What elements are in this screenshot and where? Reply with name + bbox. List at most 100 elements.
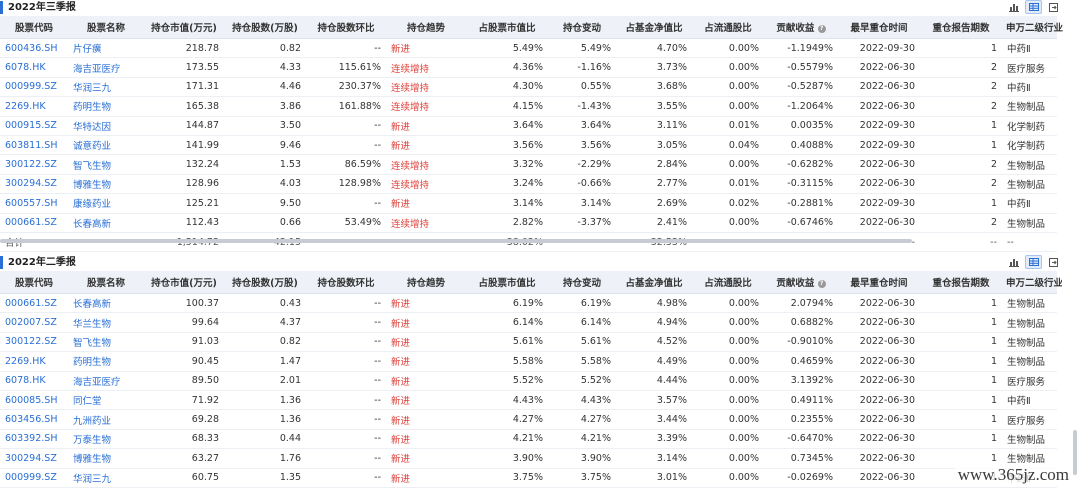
- cell-stock-name[interactable]: 康缘药业: [68, 193, 144, 214]
- column-header-holding-value[interactable]: 持仓市值(万元): [144, 271, 224, 294]
- column-header-shares-qoq[interactable]: 持仓股数环比: [306, 271, 386, 294]
- column-header-contribution[interactable]: 贡献收益 ?: [764, 16, 838, 39]
- cell-stock-name[interactable]: 博雅生物: [68, 448, 144, 469]
- column-header-stock-name[interactable]: 股票名称: [68, 271, 144, 294]
- cell-stock-code[interactable]: 002007.SZ: [0, 312, 68, 333]
- cell-pct-of-stock-value: 4.27%: [466, 409, 548, 430]
- column-header-stock-code[interactable]: 股票代码: [0, 16, 68, 39]
- cell-stock-code[interactable]: 000999.SZ: [0, 468, 68, 488]
- column-header-report-count[interactable]: 重仓报告期数: [920, 271, 1002, 294]
- horizontal-scrollbar[interactable]: [0, 239, 912, 243]
- cell-report-count: 1: [920, 429, 1002, 450]
- cell-stock-code[interactable]: 2269.HK: [0, 351, 68, 372]
- cell-stock-name[interactable]: 万泰生物: [68, 429, 144, 450]
- cell-stock-code[interactable]: 300122.SZ: [0, 332, 68, 353]
- column-header-report-count[interactable]: 重仓报告期数: [920, 16, 1002, 39]
- column-header-shares-qoq[interactable]: 持仓股数环比: [306, 16, 386, 39]
- cell-stock-name[interactable]: 诚意药业: [68, 135, 144, 156]
- cell-holding-shares: 0.82: [224, 38, 306, 59]
- column-header-holding-change[interactable]: 持仓变动: [548, 16, 616, 39]
- cell-pct-of-stock-value: 4.30%: [466, 77, 548, 98]
- column-header-label: 持仓股数(万股): [232, 23, 298, 34]
- cell-stock-name[interactable]: 长春高新: [68, 293, 144, 314]
- column-header-pct-of-nav[interactable]: 占基金净值比: [616, 16, 692, 39]
- cell-shares-qoq: 86.59%: [306, 154, 386, 175]
- cell-stock-name[interactable]: 长春高新: [68, 213, 144, 233]
- column-header-holding-shares[interactable]: 持仓股数(万股): [224, 271, 306, 294]
- column-header-label: 申万二级行业: [1006, 23, 1064, 34]
- cell-shares-qoq: --: [306, 448, 386, 469]
- column-header-pct-of-nav[interactable]: 占基金净值比: [616, 271, 692, 294]
- cell-stock-name[interactable]: 片仔癀: [68, 38, 144, 59]
- bar-chart-icon[interactable]: [1005, 0, 1022, 14]
- cell-stock-name[interactable]: 博雅生物: [68, 174, 144, 195]
- cell-shares-qoq: --: [306, 390, 386, 411]
- column-header-stock-code[interactable]: 股票代码: [0, 271, 68, 294]
- cell-stock-name[interactable]: 华润三九: [68, 468, 144, 488]
- column-header-industry[interactable]: 申万二级行业: [1002, 16, 1063, 39]
- cell-stock-code[interactable]: 300122.SZ: [0, 154, 68, 175]
- cell-pct-of-nav: 4.70%: [616, 38, 692, 59]
- cell-stock-code[interactable]: 000915.SZ: [0, 116, 68, 136]
- cell-stock-name[interactable]: 海吉亚医疗: [68, 57, 144, 78]
- cell-stock-name[interactable]: 九洲药业: [68, 409, 144, 430]
- column-header-holding-change[interactable]: 持仓变动: [548, 271, 616, 294]
- cell-stock-name[interactable]: 海吉亚医疗: [68, 371, 144, 391]
- cell-stock-code[interactable]: 000999.SZ: [0, 77, 68, 98]
- cell-industry: 化学制药: [1002, 135, 1057, 156]
- column-header-industry[interactable]: 申万二级行业: [1002, 271, 1062, 294]
- cell-stock-code[interactable]: 300294.SZ: [0, 174, 68, 195]
- column-header-pct-of-float[interactable]: 占流通股比: [692, 16, 764, 39]
- cell-stock-code[interactable]: 000661.SZ: [0, 293, 68, 314]
- cell-stock-code[interactable]: 603811.SH: [0, 135, 68, 156]
- cell-stock-code[interactable]: 603456.SH: [0, 409, 68, 430]
- column-header-pct-of-float[interactable]: 占流通股比: [692, 271, 764, 294]
- cell-first-heavy-date: 2022-06-30: [838, 390, 920, 411]
- cell-stock-name[interactable]: 智飞生物: [68, 154, 144, 175]
- cell-stock-code[interactable]: 603392.SH: [0, 429, 68, 450]
- cell-stock-name[interactable]: 华兰生物: [68, 312, 144, 333]
- cell-stock-name[interactable]: 智飞生物: [68, 332, 144, 353]
- cell-holding-trend: 连续增持: [386, 174, 466, 195]
- cell-holding-value: 89.50: [144, 371, 224, 391]
- column-header-stock-name[interactable]: 股票名称: [68, 16, 144, 39]
- vertical-scrollbar[interactable]: [1073, 430, 1077, 475]
- cell-stock-code[interactable]: 600436.SH: [0, 38, 68, 59]
- cell-shares-qoq: --: [306, 312, 386, 333]
- column-header-contribution[interactable]: 贡献收益 ?: [764, 271, 838, 294]
- cell-holding-shares: 4.33: [224, 57, 306, 78]
- cell-stock-code[interactable]: 000661.SZ: [0, 213, 68, 233]
- cell-stock-code[interactable]: 6078.HK: [0, 57, 68, 78]
- column-header-first-heavy-date[interactable]: 最早重仓时间: [838, 16, 920, 39]
- export-icon[interactable]: [1045, 0, 1062, 14]
- cell-stock-name[interactable]: 同仁堂: [68, 390, 144, 411]
- cell-stock-code[interactable]: 600085.SH: [0, 390, 68, 411]
- cell-stock-name[interactable]: 华特达因: [68, 116, 144, 136]
- column-header-holding-shares[interactable]: 持仓股数(万股): [224, 16, 306, 39]
- cell-stock-code[interactable]: 600557.SH: [0, 193, 68, 214]
- table-icon[interactable]: [1025, 0, 1042, 14]
- cell-stock-name[interactable]: 华润三九: [68, 77, 144, 98]
- column-header-holding-value[interactable]: 持仓市值(万元): [144, 16, 224, 39]
- table-icon[interactable]: [1025, 255, 1042, 269]
- export-icon[interactable]: [1045, 255, 1062, 269]
- cell-pct-of-nav: 4.49%: [616, 351, 692, 372]
- column-header-pct-of-stock-value[interactable]: 占股票市值比: [466, 271, 548, 294]
- cell-stock-code[interactable]: 300294.SZ: [0, 448, 68, 469]
- column-header-holding-trend[interactable]: 持仓趋势: [386, 16, 466, 39]
- column-header-first-heavy-date[interactable]: 最早重仓时间: [838, 271, 920, 294]
- cell-stock-code[interactable]: 2269.HK: [0, 96, 68, 117]
- column-header-label: 持仓股数环比: [317, 278, 375, 289]
- column-header-label: 持仓股数环比: [317, 23, 375, 34]
- cell-stock-code[interactable]: 6078.HK: [0, 371, 68, 391]
- cell-holding-trend: 新进: [386, 371, 466, 391]
- cell-stock-name[interactable]: 药明生物: [68, 351, 144, 372]
- column-header-holding-trend[interactable]: 持仓趋势: [386, 271, 466, 294]
- cell-stock-name[interactable]: 药明生物: [68, 96, 144, 117]
- cell-holding-trend: 新进: [386, 293, 466, 314]
- bar-chart-icon[interactable]: [1005, 255, 1022, 269]
- column-header-pct-of-stock-value[interactable]: 占股票市值比: [466, 16, 548, 39]
- table-row: 6078.HK 海吉亚医疗 89.50 2.01 -- 新进 5.52% 5.52% 4.44%…: [0, 371, 1057, 391]
- help-circle-icon[interactable]: ?: [817, 279, 826, 288]
- help-circle-icon[interactable]: ?: [817, 24, 826, 33]
